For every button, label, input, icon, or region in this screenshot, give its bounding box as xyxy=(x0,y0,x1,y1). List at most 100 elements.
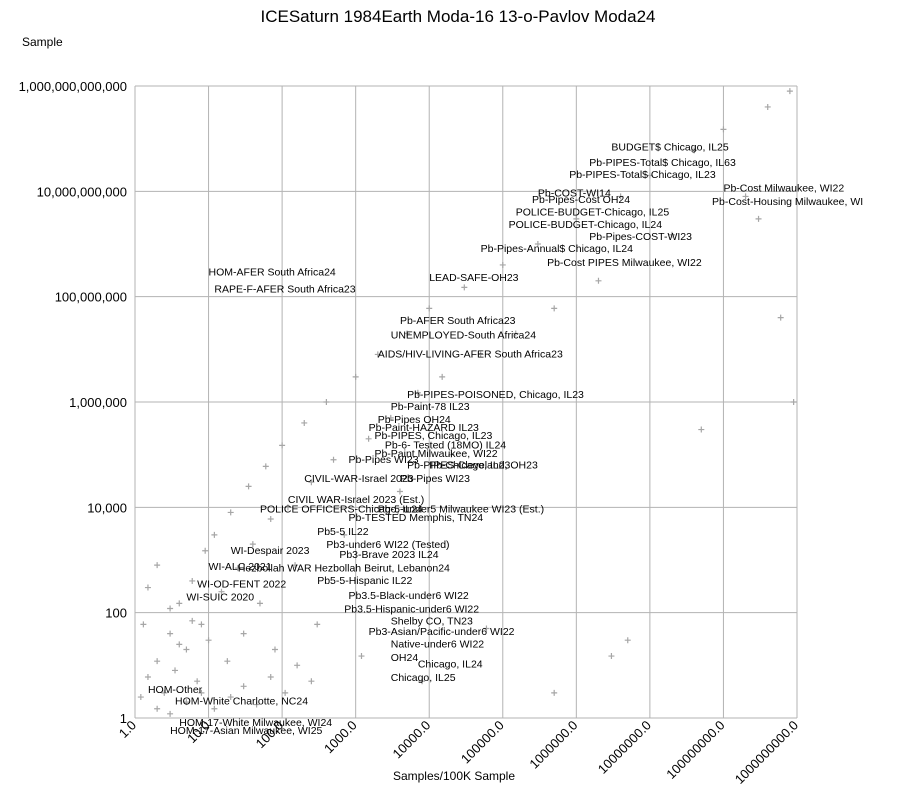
data-point xyxy=(240,683,247,690)
point-annotation: Pb-PIPES-Cleveland, OH23 xyxy=(407,459,538,471)
point-annotations: BUDGET$ Chicago, IL25 Pb-PIPES-Total$ Chi… xyxy=(148,141,863,737)
data-point xyxy=(282,689,289,696)
point-annotation: Pb-Chicago, IL23 xyxy=(429,459,510,471)
data-point xyxy=(198,621,205,628)
data-points xyxy=(137,88,797,717)
point-annotation: Pb-5-under5 Milwaukee WI23 (Est.) xyxy=(378,503,544,515)
data-point xyxy=(240,630,247,637)
x-tick-label: 1000000000.0 xyxy=(732,718,801,787)
point-annotation: OH24 xyxy=(391,652,419,664)
data-point xyxy=(551,689,558,696)
data-point xyxy=(198,689,205,696)
data-point xyxy=(137,694,144,701)
point-annotation: Pb-Cost-Housing Milwaukee, WI xyxy=(712,196,863,208)
point-annotation: POLICE-BUDGET-Chicago, IL24 xyxy=(509,219,663,231)
data-point xyxy=(227,694,234,701)
data-point xyxy=(483,625,490,632)
data-point xyxy=(211,705,218,712)
data-point xyxy=(154,705,161,712)
data-point xyxy=(227,509,234,516)
data-point xyxy=(218,588,225,595)
x-tick-label: 100000000.0 xyxy=(663,718,727,782)
data-point xyxy=(279,442,286,449)
data-point xyxy=(284,504,291,511)
data-point xyxy=(189,577,196,584)
point-annotation: Shelby CO, TN23 xyxy=(391,615,473,627)
data-point xyxy=(308,678,315,685)
point-annotation: Native-under6 WI22 xyxy=(391,638,485,650)
point-annotation: Chicago, IL25 xyxy=(391,672,456,684)
data-point xyxy=(301,419,308,426)
data-point xyxy=(294,662,301,669)
point-annotation: WI-ALC 2021 xyxy=(209,561,272,573)
data-point xyxy=(786,88,793,95)
data-point xyxy=(330,456,337,463)
data-point xyxy=(358,653,365,660)
point-annotation: UNEMPLOYED-South Africa24 xyxy=(391,330,536,342)
data-point xyxy=(144,674,151,681)
data-point xyxy=(461,284,468,291)
point-annotation: CIVIL-WAR-Israel 2023 xyxy=(304,473,413,485)
data-point xyxy=(245,483,252,490)
data-point xyxy=(341,531,348,538)
data-point xyxy=(308,479,315,486)
data-point xyxy=(755,215,762,222)
point-annotation: POLICE OFFICERS-Chicago, IL24 xyxy=(260,503,423,515)
point-annotation: Pb-Pipes WI23 xyxy=(400,473,470,485)
x-tick-label: 10000.0 xyxy=(390,718,434,762)
point-annotation: Pb-PIPES, Chicago, IL23 xyxy=(374,430,492,442)
data-point xyxy=(512,330,519,337)
data-point xyxy=(183,699,190,706)
point-annotation: Pb-TESTED Memphis, TN24 xyxy=(349,512,484,524)
point-annotation: Pb5-5 IL22 xyxy=(317,526,369,538)
point-annotation: HOM-Other xyxy=(148,684,203,696)
data-point xyxy=(167,630,174,637)
data-point xyxy=(167,710,174,717)
point-annotation: BUDGET$ Chicago, IL25 xyxy=(611,141,728,153)
data-point xyxy=(249,541,256,548)
point-annotation: HOM-AFER South Africa24 xyxy=(209,267,336,279)
x-tick-label: 10000000.0 xyxy=(595,718,654,777)
data-point xyxy=(267,674,274,681)
point-annotation: WI-OD-FENT 2022 xyxy=(197,579,286,591)
point-annotation: Pb-PIPES-Total$ Chicago, IL63 xyxy=(589,157,736,169)
point-annotation: Pb-Paint Milwaukee, WI22 xyxy=(374,448,497,460)
point-annotation: WI-SUIC 2020 xyxy=(186,592,254,604)
point-annotation: Pb-Cost PIPES Milwaukee, WI22 xyxy=(547,257,702,269)
point-annotation: Pb-Paint-78 IL23 xyxy=(391,401,470,413)
data-point xyxy=(267,516,274,523)
data-point xyxy=(764,103,771,110)
point-annotation: Pb-Pipes-Cost OH24 xyxy=(532,194,630,206)
data-point xyxy=(439,373,446,380)
data-point xyxy=(189,617,196,624)
y-tick-label: 10,000 xyxy=(87,500,127,515)
data-point xyxy=(477,351,484,358)
data-point xyxy=(154,562,161,569)
data-point xyxy=(404,330,411,337)
data-point xyxy=(534,241,541,247)
data-point xyxy=(167,605,174,612)
data-point xyxy=(271,646,278,653)
point-annotation: HOM-17-Asian Milwaukee, WI25 xyxy=(170,725,322,737)
y-tick-label: 1,000,000,000,000 xyxy=(19,79,127,94)
data-point xyxy=(205,637,212,644)
point-annotation: Pb3-Brave 2023 IL24 xyxy=(339,549,438,561)
data-point xyxy=(224,658,231,665)
data-point xyxy=(777,314,784,321)
data-point xyxy=(176,641,183,648)
data-point xyxy=(396,488,403,495)
data-point xyxy=(448,451,455,458)
y-tick-label: 100,000,000 xyxy=(55,290,127,305)
data-point xyxy=(419,678,426,685)
data-point xyxy=(573,215,580,222)
chart-title: ICESaturn 1984Earth Moda-16 13-o-Pavlov … xyxy=(260,7,655,26)
data-point xyxy=(292,562,299,569)
data-point xyxy=(202,547,209,554)
point-annotation: Pb-PIPES-POISONED, Chicago, IL23 xyxy=(407,389,584,401)
point-annotation: Pb-Pipes-Annual$ Chicago, IL24 xyxy=(481,243,634,255)
point-annotation: Hezbollah WAR Hezbollah Beirut, Lebanon2… xyxy=(238,563,450,575)
data-point xyxy=(646,172,653,179)
x-axis-label: Samples/100K Sample xyxy=(393,769,515,783)
point-annotation: WI-Despair 2023 xyxy=(231,545,310,557)
